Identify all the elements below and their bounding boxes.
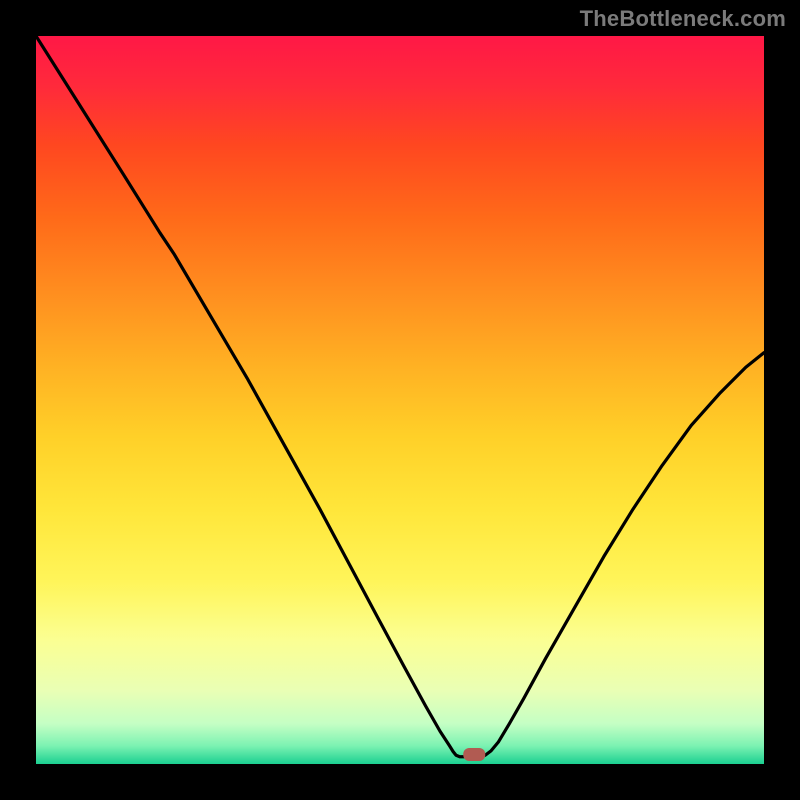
chart-background <box>36 36 764 764</box>
bottleneck-chart <box>0 0 800 800</box>
watermark-text: TheBottleneck.com <box>580 6 786 32</box>
optimal-point-marker <box>463 748 485 761</box>
stage: TheBottleneck.com <box>0 0 800 800</box>
